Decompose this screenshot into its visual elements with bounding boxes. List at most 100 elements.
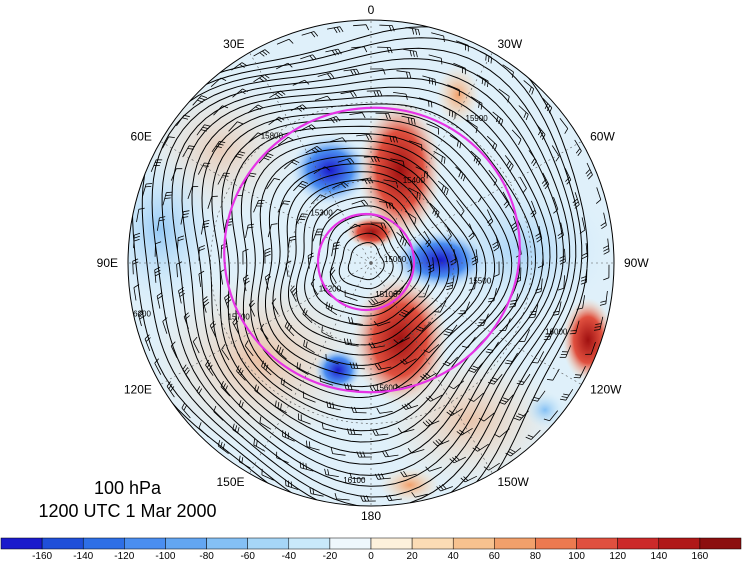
height-contour (257, 147, 487, 388)
color-scale-box (165, 537, 207, 550)
color-scale-box (41, 537, 84, 550)
wind-barb (535, 278, 543, 294)
longitude-label: 120W (590, 383, 622, 397)
lat-lon-grid (128, 20, 614, 506)
wind-barb (382, 451, 399, 458)
wind-barb (277, 136, 294, 146)
height-contour (338, 232, 394, 290)
wind-barb (470, 96, 483, 110)
wind-barb (466, 119, 478, 134)
wind-barb (445, 224, 452, 241)
wind-barb (220, 381, 231, 397)
wind-barb (423, 230, 432, 248)
wind-barb (180, 210, 190, 225)
wind-barb (471, 249, 479, 266)
wind-barb (198, 245, 205, 261)
magenta-overlay-contours (223, 106, 521, 394)
wind-barb (223, 218, 233, 233)
wind-barb (351, 406, 367, 414)
wind-barb (310, 278, 319, 296)
wind-barb (400, 358, 417, 365)
color-scale-box (411, 537, 454, 550)
color-scale-label: -80 (199, 551, 214, 561)
wind-barb (284, 159, 300, 170)
wind-barb (376, 407, 393, 414)
color-scale-box (658, 537, 701, 550)
wind-barb (248, 300, 256, 317)
wind-barb (473, 186, 482, 203)
color-scale-label: 120 (609, 551, 626, 561)
wind-barb (310, 194, 326, 205)
wind-barb (468, 392, 484, 402)
wind-barb (360, 495, 376, 502)
height-contour (151, 58, 571, 506)
wind-barb (285, 260, 292, 277)
wind-barb (329, 266, 337, 284)
wind-barb (197, 162, 211, 175)
wind-barb (196, 124, 211, 136)
wind-barb (509, 293, 519, 308)
wind-barb (242, 248, 249, 265)
wind-barb (162, 191, 173, 206)
color-scale-box (494, 537, 536, 550)
wind-barb (487, 374, 503, 385)
height-contour (181, 86, 551, 476)
wind-barb (351, 199, 369, 206)
wind-barb (177, 235, 185, 251)
height-contour-labels: 15000 15100 15200 15300 15400 15500 15600 15700… (129, 114, 568, 485)
wind-barb (429, 202, 440, 218)
wind-barb (321, 326, 334, 339)
wind-barb (238, 400, 250, 415)
wind-barb (541, 172, 550, 190)
wind-barb (436, 484, 453, 492)
wind-barb (300, 54, 317, 61)
wind-barb (427, 257, 435, 274)
wind-barb (393, 92, 408, 100)
positive-anomaly-region (380, 467, 440, 503)
wind-barb (398, 307, 415, 318)
wind-barb (553, 196, 559, 214)
wind-barb (453, 62, 466, 75)
wind-barb (449, 455, 466, 464)
color-scale-box (370, 537, 413, 550)
color-scale-box (288, 537, 331, 550)
wind-barb (290, 285, 298, 302)
wind-barb (248, 132, 264, 143)
wind-barb (395, 383, 413, 389)
wind-barb (576, 295, 585, 310)
wind-barb (307, 252, 314, 269)
wind-barb (559, 345, 572, 358)
wind-barb (324, 468, 339, 477)
wind-barb (162, 317, 168, 334)
wind-barb (416, 321, 432, 332)
wind-barb (492, 111, 504, 126)
wind-barb (593, 316, 604, 331)
wind-barb (264, 247, 271, 264)
wind-barb (305, 145, 322, 154)
wind-barb (302, 308, 313, 324)
wind-barb (243, 172, 257, 185)
light-warm-region (150, 270, 370, 450)
wind-barb (334, 492, 350, 501)
height-contour (329, 223, 403, 299)
wind-barb (349, 362, 365, 370)
wind-barb (344, 290, 358, 301)
wind-barb (198, 422, 209, 438)
wind-barb (213, 405, 224, 421)
contour-label: 15000 (384, 255, 407, 264)
wind-barb (198, 270, 205, 287)
wind-barb (468, 275, 477, 291)
wind-barb (260, 323, 269, 340)
wind-barb (144, 334, 151, 352)
color-scale-box (617, 537, 660, 550)
wind-barb (432, 438, 450, 447)
wind-barb (325, 48, 342, 56)
wind-barb (373, 321, 391, 327)
wind-barb (331, 241, 340, 257)
color-scale-box (576, 537, 618, 550)
wind-barb (154, 266, 161, 283)
positive-anomaly-region (436, 65, 480, 125)
height-contour (272, 163, 469, 366)
wind-barb (176, 114, 190, 127)
longitude-label: 120E (124, 383, 152, 397)
